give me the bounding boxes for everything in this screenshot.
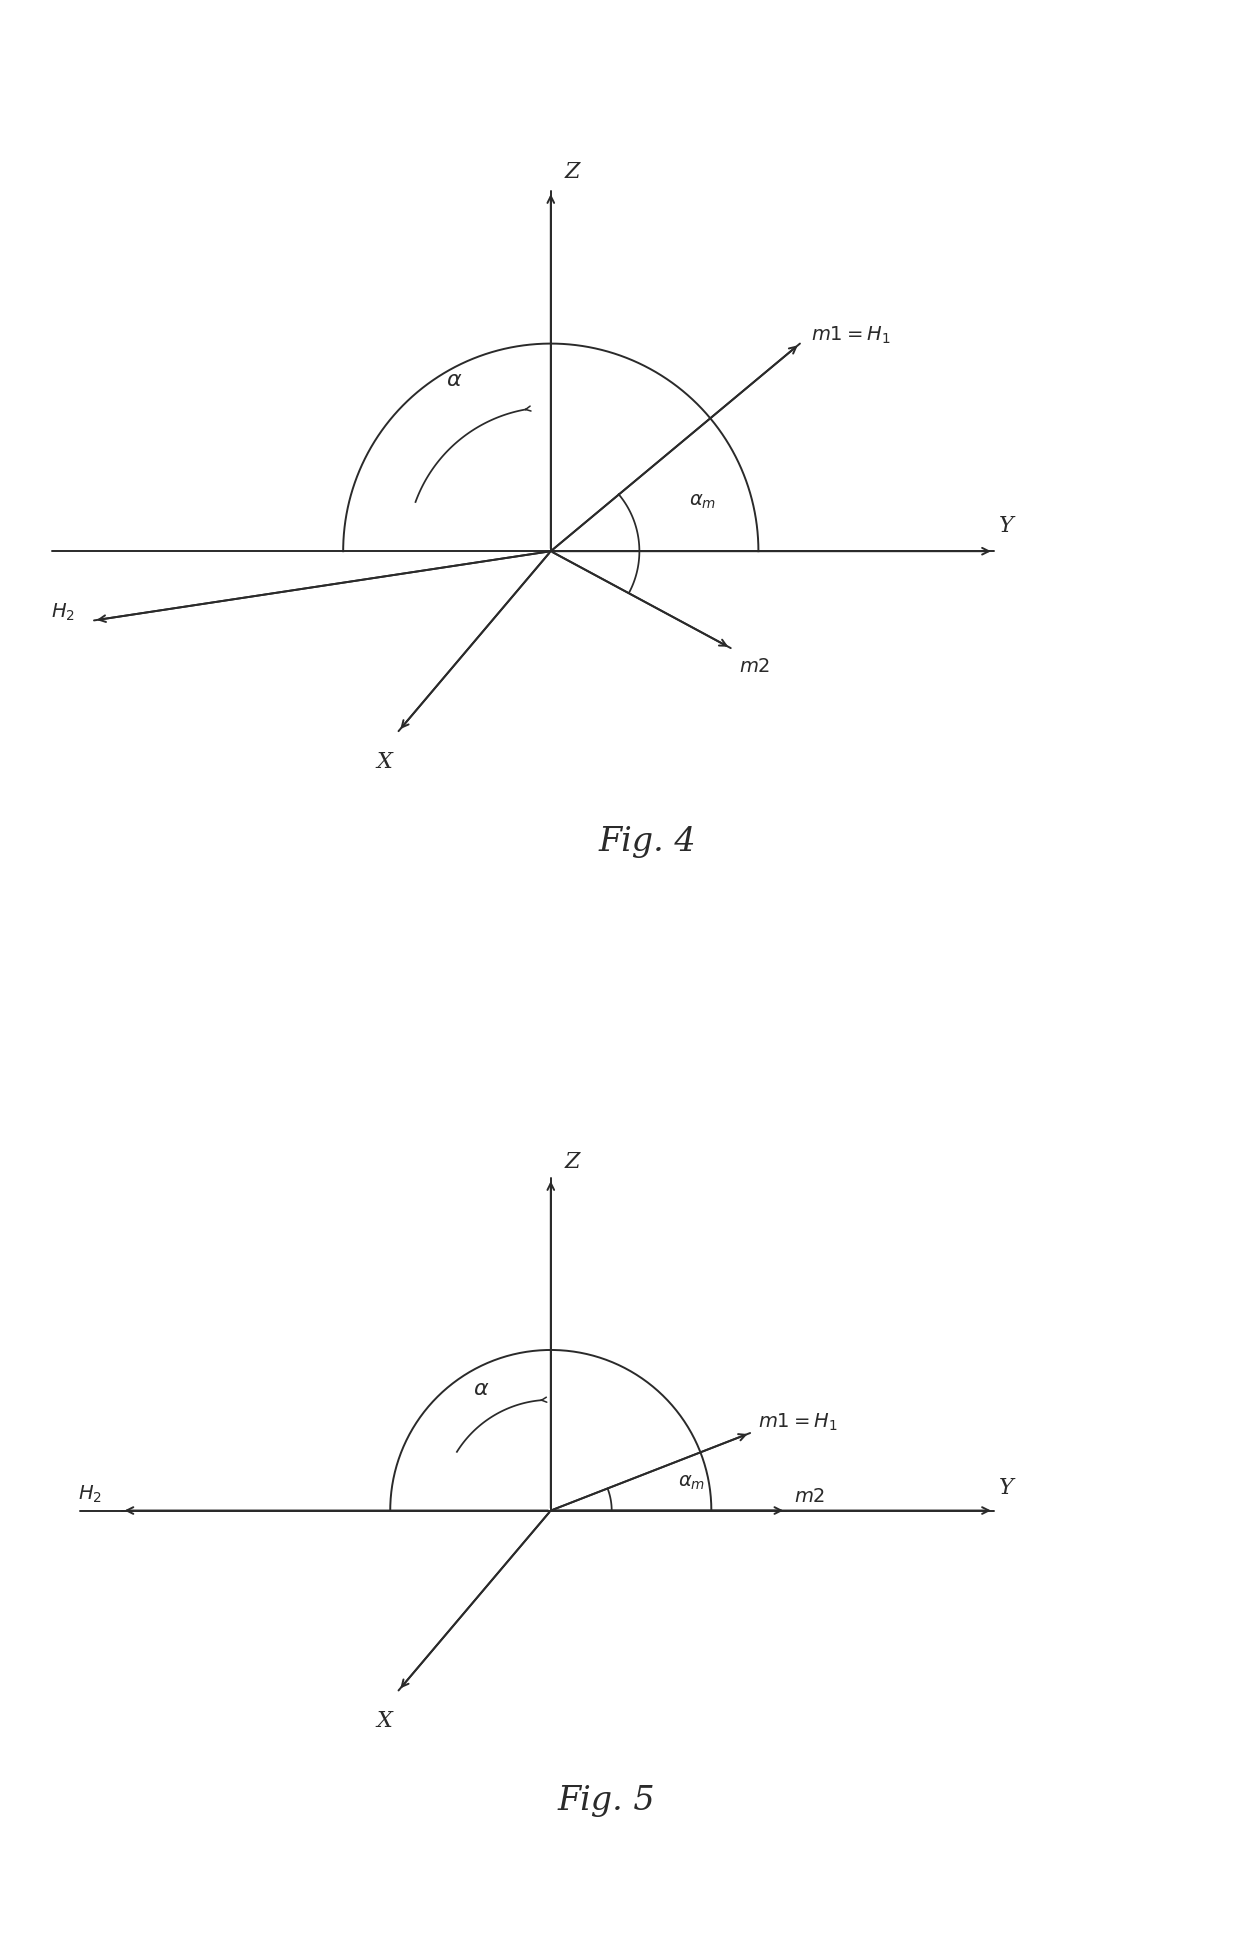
Text: Y: Y [999,1477,1014,1500]
Text: $m1=H_1$: $m1=H_1$ [811,324,890,345]
Text: Z: Z [564,162,580,183]
Text: $H_2$: $H_2$ [51,601,74,622]
Text: Fig. 5: Fig. 5 [557,1785,655,1816]
Text: $H_2$: $H_2$ [78,1483,103,1504]
Text: $m2$: $m2$ [739,659,770,677]
Text: $\alpha$: $\alpha$ [445,369,463,390]
Text: X: X [377,751,393,773]
Text: $m2$: $m2$ [795,1489,826,1506]
Text: $\alpha_m$: $\alpha_m$ [678,1473,706,1493]
Text: $m1=H_1$: $m1=H_1$ [759,1411,838,1432]
Text: Fig. 4: Fig. 4 [599,825,697,858]
Text: X: X [377,1709,393,1732]
Text: Y: Y [999,515,1014,537]
Text: $\alpha$: $\alpha$ [474,1377,490,1399]
Text: $\alpha_m$: $\alpha_m$ [689,492,717,511]
Text: Z: Z [564,1151,580,1173]
